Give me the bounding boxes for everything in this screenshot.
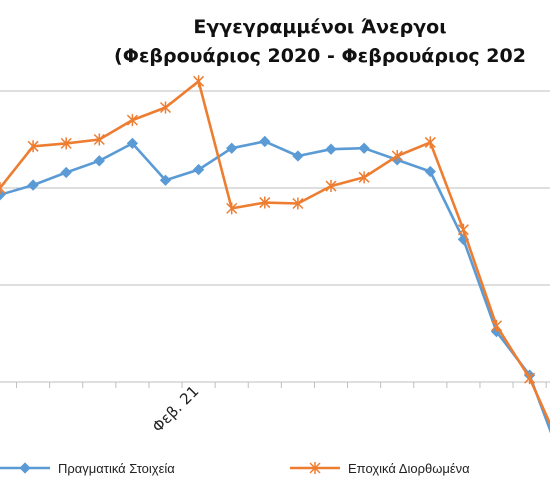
series-1-point bbox=[27, 140, 39, 153]
legend-item-seasonal: Εποχικά Διορθωμένα bbox=[290, 457, 470, 479]
series-1-point bbox=[259, 196, 271, 209]
series-1-point bbox=[226, 202, 238, 215]
series-0-point bbox=[60, 166, 72, 179]
series-0-point bbox=[325, 143, 337, 155]
series-1-point bbox=[159, 101, 172, 114]
series-1-point bbox=[60, 137, 72, 150]
series-1-point bbox=[490, 319, 503, 332]
series-1-point bbox=[292, 197, 304, 210]
series-0-point bbox=[126, 137, 139, 150]
series-1-point bbox=[193, 75, 205, 88]
series-1-point bbox=[0, 182, 6, 194]
series-0-point bbox=[159, 174, 172, 186]
series-0-point bbox=[192, 163, 205, 176]
series-1-point bbox=[126, 114, 138, 127]
series-1-point bbox=[391, 149, 403, 162]
chart-title-line-2: (Φεβρουάριος 2020 - Φεβρουάριος 202 bbox=[114, 45, 526, 67]
series-0-point bbox=[226, 142, 238, 154]
series-line-1 bbox=[0, 80, 550, 427]
legend-label-seasonal: Εποχικά Διορθωμένα bbox=[348, 460, 470, 476]
legend-swatch-seasonal bbox=[290, 462, 340, 474]
chart-title-line-1: Εγγεγραμμένοι Άνεργοι bbox=[193, 16, 447, 38]
series-1-point bbox=[457, 223, 469, 236]
legend-item-actual: Πραγματικά Στοιχεία bbox=[0, 457, 175, 479]
series-line-0 bbox=[0, 140, 550, 434]
series-0-point bbox=[358, 142, 370, 154]
series-1-point bbox=[424, 136, 436, 149]
series-1-point bbox=[93, 133, 105, 146]
legend-label-actual: Πραγματικά Στοιχεία bbox=[58, 460, 175, 476]
series-1-point bbox=[325, 180, 337, 193]
legend-swatch-actual bbox=[0, 462, 50, 474]
series-1-point bbox=[524, 372, 536, 385]
series-0-point bbox=[292, 150, 304, 162]
x-tick-label: Φεβ. 21 bbox=[149, 382, 203, 436]
series-0-point bbox=[27, 179, 39, 191]
series-1-point bbox=[358, 171, 370, 184]
series-0-point bbox=[93, 155, 105, 167]
series-0-point bbox=[259, 135, 271, 148]
series-0-point bbox=[424, 165, 436, 178]
